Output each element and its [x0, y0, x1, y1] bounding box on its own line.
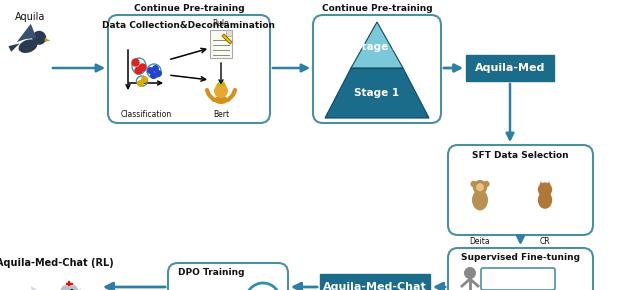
Text: Classification: Classification — [120, 110, 172, 119]
Text: Stage 2: Stage 2 — [355, 42, 399, 52]
Polygon shape — [226, 30, 232, 36]
Polygon shape — [65, 281, 74, 286]
Circle shape — [538, 182, 552, 197]
FancyBboxPatch shape — [320, 274, 430, 290]
Polygon shape — [222, 34, 232, 44]
Circle shape — [473, 180, 487, 194]
Circle shape — [483, 181, 490, 187]
Ellipse shape — [538, 191, 552, 209]
Circle shape — [32, 31, 46, 45]
Text: Data Collection&Decontamination: Data Collection&Decontamination — [102, 21, 275, 30]
Text: SFT Data Selection: SFT Data Selection — [472, 151, 569, 160]
Polygon shape — [31, 286, 49, 290]
Polygon shape — [17, 24, 36, 42]
Ellipse shape — [19, 39, 38, 53]
Polygon shape — [61, 288, 81, 290]
Text: Aquila: Aquila — [15, 12, 45, 22]
Text: Stage 1: Stage 1 — [355, 88, 399, 98]
Polygon shape — [325, 68, 429, 118]
FancyBboxPatch shape — [466, 55, 554, 81]
Text: Deita: Deita — [470, 237, 490, 246]
Text: Aquila-Med-Chat (RL): Aquila-Med-Chat (RL) — [0, 258, 114, 268]
Text: Continue Pre-training: Continue Pre-training — [322, 4, 432, 13]
Text: DPO Training: DPO Training — [178, 268, 244, 277]
Polygon shape — [540, 181, 543, 186]
Text: Aquila-Med: Aquila-Med — [475, 63, 545, 73]
Circle shape — [470, 181, 477, 187]
Text: Bert: Bert — [213, 110, 229, 119]
Circle shape — [214, 84, 228, 98]
Ellipse shape — [214, 96, 228, 104]
Polygon shape — [547, 181, 550, 186]
Polygon shape — [45, 38, 51, 42]
Circle shape — [476, 183, 484, 191]
Circle shape — [70, 289, 74, 290]
Ellipse shape — [472, 190, 488, 211]
Text: Continue Pre-training: Continue Pre-training — [134, 4, 244, 13]
Circle shape — [60, 284, 79, 290]
Circle shape — [464, 267, 476, 279]
Text: Rule: Rule — [212, 19, 229, 28]
Polygon shape — [351, 22, 403, 68]
Text: Supervised Fine-tuning: Supervised Fine-tuning — [461, 253, 580, 262]
Text: CR: CR — [540, 237, 550, 246]
Polygon shape — [216, 81, 226, 86]
Polygon shape — [8, 44, 20, 52]
Text: Aquila-Med-Chat: Aquila-Med-Chat — [323, 282, 427, 290]
FancyBboxPatch shape — [210, 30, 232, 58]
